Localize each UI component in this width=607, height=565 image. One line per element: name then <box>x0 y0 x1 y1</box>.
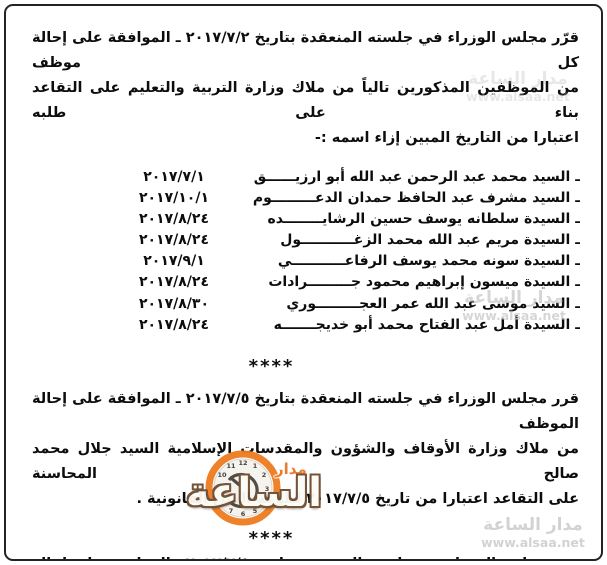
decree-paragraph-2: قرر مجلس الوزراء في جلسته المنعقدة بتاري… <box>32 387 579 512</box>
retirement-date: ٢٠١٧/٩/١ <box>143 253 205 270</box>
retiree-row: ـ السيد موسى عبد الله عمر العجـــــــــو… <box>130 294 580 315</box>
retiree-row: ـ السيدة سونه محمد يوسف الرفاعــــــــــ… <box>130 251 580 272</box>
decree-text-line: من الموظفين المذكورين تالياً من ملاك وزا… <box>32 80 579 121</box>
retiree-name: ـ السيدة سونه محمد يوسف الرفاعــــــــــ… <box>277 253 580 270</box>
retiree-row: ـ السيد مشرف عبد الحافظ حمدان الدعــــــ… <box>130 188 580 209</box>
decree-paragraph-1: قرّر مجلس الوزراء في جلسته المنعقدة بتار… <box>32 6 579 151</box>
retirement-date: ٢٠١٧/٨/٢٤ <box>138 316 210 333</box>
decree-text-line: قرر مجلس الوزراء في جلسته المنعقدة بتاري… <box>32 390 579 432</box>
retiree-list: ـ السيد محمد عبد الرحمن عبد الله أبو ارز… <box>6 167 601 336</box>
retiree-name: ـ السيدة أمل عبد الفتاح محمد أبو خديجـــ… <box>273 316 580 333</box>
retirement-date: ٢٠١٧/٨/٣٠ <box>138 295 210 312</box>
decree-paragraph-3: قرر مجلس الوزراء في جلسته المنعقدة بتاري… <box>32 552 579 559</box>
retiree-name: ـ السيدة مريم عبد الله محمد الزغــــــــ… <box>280 232 580 249</box>
retiree-row: ـ السيدة سلطانه يوسف حسين الرشايــــــــ… <box>130 209 580 230</box>
retirement-date: ٢٠١٧/٨/٢٤ <box>138 211 210 228</box>
retiree-name: ـ السيد مشرف عبد الحافظ حمدان الدعــــــ… <box>252 190 580 207</box>
section-separator: **** <box>248 355 295 377</box>
retiree-name: ـ السيدة ميسون إبراهيم محمود جـــــــــر… <box>268 274 580 291</box>
retirement-date: ٢٠١٧/٨/٢٤ <box>138 274 210 291</box>
decree-text-line: على التقاعد اعتبارا من تاريخ ٢٠١٧/٧/٥ لب… <box>136 490 579 507</box>
retirement-date: ٢٠١٧/٨/٢٤ <box>138 232 210 249</box>
retiree-name: ـ السيد محمد عبد الرحمن عبد الله أبو ارز… <box>253 169 580 185</box>
document-page: قرّر مجلس الوزراء في جلسته المنعقدة بتار… <box>4 4 603 561</box>
decree-text-line: قرّر مجلس الوزراء في جلسته المنعقدة بتار… <box>32 30 579 71</box>
section-separator: **** <box>248 527 295 549</box>
decree-text-line: من ملاك وزارة الأوقاف والشؤون والمقدسات … <box>32 440 579 482</box>
retirement-date: ٢٠١٧/٧/١ <box>143 169 205 185</box>
retiree-row: ـ السيدة أمل عبد الفتاح محمد أبو خديجـــ… <box>130 315 580 336</box>
retiree-name: ـ السيد موسى عبد الله عمر العجـــــــــو… <box>286 295 580 312</box>
retiree-row: ـ السيدة ميسون إبراهيم محمود جـــــــــر… <box>130 272 580 293</box>
retiree-row: ـ السيدة مريم عبد الله محمد الزغــــــــ… <box>130 230 580 251</box>
decree-text-line: اعتبارا من التاريخ المبين إزاء اسمه :- <box>314 130 579 146</box>
retiree-row: ـ السيد محمد عبد الرحمن عبد الله أبو ارز… <box>130 167 580 188</box>
retiree-name: ـ السيدة سلطانه يوسف حسين الرشايــــــــ… <box>267 211 580 228</box>
decree-text-line: قرر مجلس الوزراء في جلسته المنعقدة بتاري… <box>32 552 579 559</box>
retirement-date: ٢٠١٧/١٠/١ <box>138 190 210 207</box>
